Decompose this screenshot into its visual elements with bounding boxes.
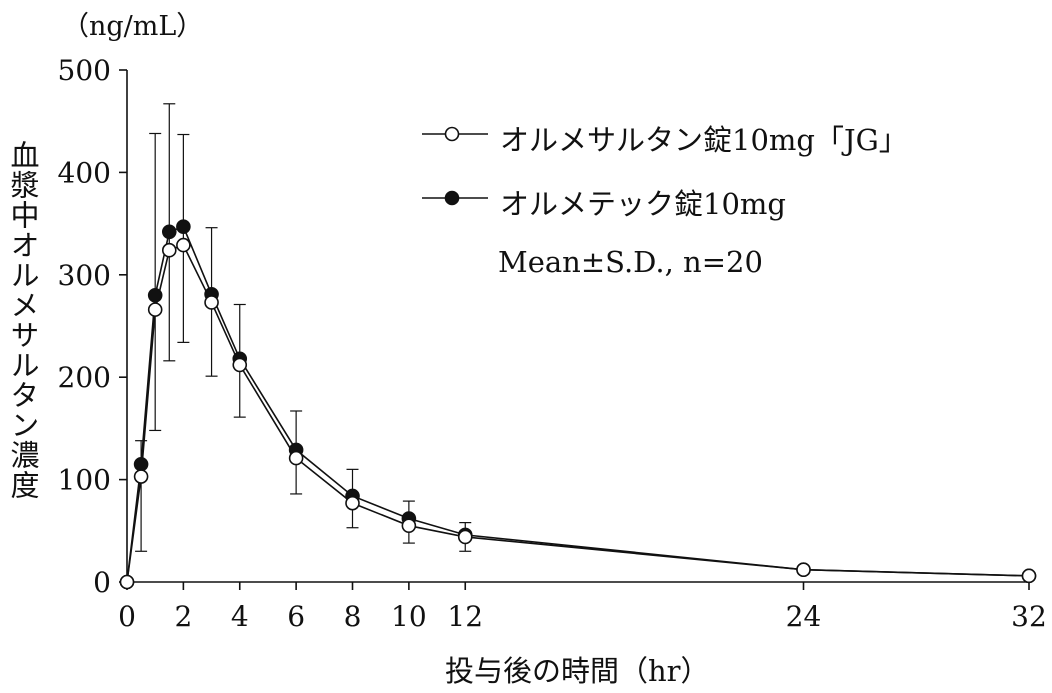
- legend-label-jg: オルメサルタン錠10mg「JG」: [500, 123, 908, 157]
- y-tick-label: 400: [58, 156, 111, 189]
- x-tick-label: 4: [231, 600, 249, 633]
- legend-marker-olmetec: [444, 190, 460, 206]
- x-tick-label: 2: [174, 600, 192, 633]
- data-point-jg: [161, 242, 177, 258]
- y-tick-label: 300: [58, 259, 111, 292]
- data-point-jg: [796, 562, 811, 578]
- data-point-jg: [204, 295, 219, 310]
- legend-marker-jg: [444, 126, 460, 142]
- legend-note: Mean±S.D., n=20: [498, 245, 763, 279]
- data-point-jg: [176, 237, 191, 253]
- x-tick-label: 6: [287, 600, 305, 633]
- data-point-olmetec: [133, 456, 149, 472]
- y-unit-label: （ng/mL）: [62, 11, 204, 42]
- y-tick-label: 200: [58, 361, 111, 394]
- data-point-olmetec: [147, 287, 163, 303]
- y-tick-label: 100: [58, 464, 111, 497]
- data-point-jg: [119, 574, 135, 590]
- x-tick-label: 32: [1011, 600, 1047, 633]
- legend-label-olmetec: オルメテック錠10mg: [500, 187, 786, 221]
- data-point-jg: [1021, 568, 1037, 584]
- y-axis-label: 血漿中オルメサルタン濃度: [6, 140, 40, 500]
- data-point-jg: [345, 495, 360, 511]
- data-point-jg: [133, 469, 149, 484]
- data-point-jg: [401, 518, 417, 533]
- data-point-jg: [147, 302, 163, 317]
- data-point-jg: [457, 529, 473, 545]
- x-tick-label: 10: [391, 600, 427, 633]
- data-point-olmetec: [176, 219, 191, 234]
- data-point-jg: [232, 357, 248, 373]
- series-line-olmetec: [126, 225, 1030, 583]
- data-point-olmetec: [161, 224, 177, 240]
- series-line-jg: [126, 244, 1030, 583]
- y-tick-label: 0: [93, 566, 111, 599]
- y-tick-label: 500: [58, 54, 111, 87]
- data-point-jg: [288, 450, 304, 466]
- x-tick-label: 8: [344, 600, 362, 633]
- x-tick-label: 12: [447, 600, 483, 633]
- x-axis-label: 投与後の時間（hr）: [445, 654, 710, 688]
- x-tick-label: 0: [118, 600, 136, 633]
- x-tick-label: 24: [786, 600, 822, 633]
